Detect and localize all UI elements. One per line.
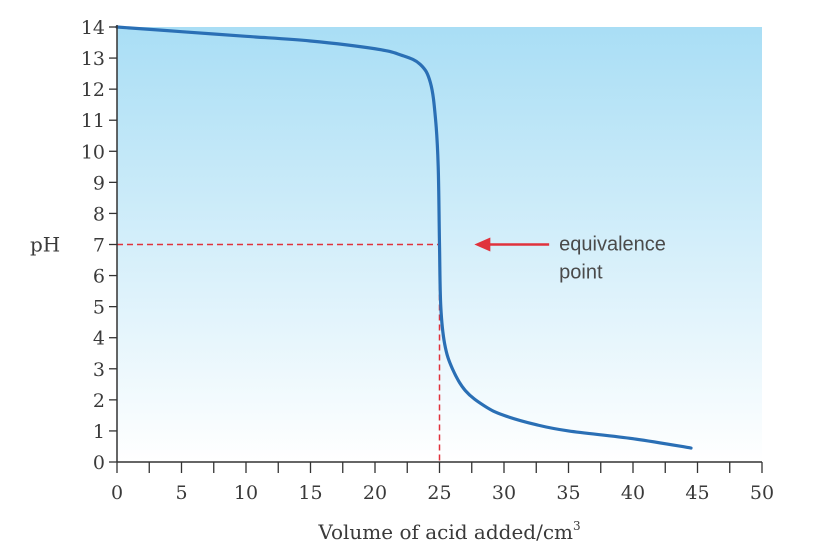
y-tick-label: 9 [93,172,105,194]
y-tick-label: 1 [93,421,105,443]
x-tick-label: 10 [234,482,258,504]
x-tick-label: 0 [111,482,123,504]
y-tick-label: 4 [93,328,105,350]
y-tick-label: 10 [81,141,105,163]
y-tick-label: 13 [81,48,105,70]
y-tick-label: 3 [93,359,105,381]
y-tick-label: 14 [81,17,105,39]
y-axis-title: pH [30,233,60,257]
y-tick-label: 0 [93,452,105,474]
x-tick-label: 25 [427,482,451,504]
y-tick-label: 8 [93,203,105,225]
x-tick-label: 15 [298,482,322,504]
y-tick-label: 12 [81,79,105,101]
equivalence-label-line: equivalence [559,234,666,256]
y-tick-label: 7 [93,235,105,257]
y-tick-label: 5 [93,297,105,319]
x-axis-title: Volume of acid added/cm3 [317,519,580,544]
y-tick-label: 11 [81,110,105,132]
x-tick-label: 45 [685,482,709,504]
x-tick-label: 50 [750,482,774,504]
x-tick-label: 40 [621,482,645,504]
y-tick-label: 6 [93,266,105,288]
x-axis-title-superscript: 3 [573,519,581,533]
x-tick-label: 20 [363,482,387,504]
y-tick-label: 2 [93,390,105,412]
equivalence-label-line: point [559,262,603,284]
titration-curve [115,25,693,450]
x-tick-label: 5 [175,482,187,504]
equivalence-arrow-head [474,237,491,252]
x-tick-label: 35 [556,482,580,504]
x-tick-label: 30 [492,482,516,504]
